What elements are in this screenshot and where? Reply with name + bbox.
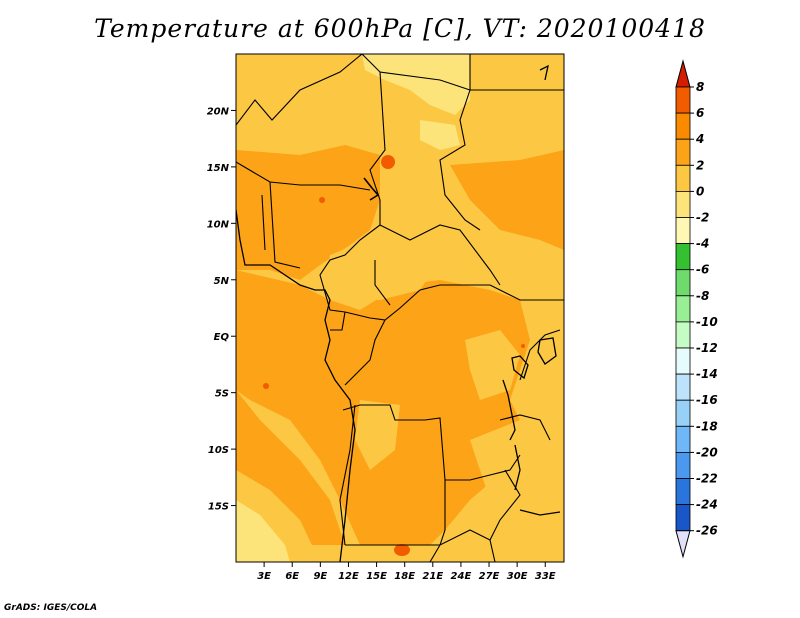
field-hot-spot-east [521,344,525,348]
lat-tick-label: 10S [208,445,229,456]
colorbar-label: -14 [696,367,718,381]
colorbar-label: 2 [696,158,704,172]
lon-tick-label: 24E [451,571,472,582]
lat-tick-label: 5N [214,276,230,287]
colorbar-box [675,190,691,218]
field-region-west-warm [236,145,380,280]
colorbar-label: -8 [696,289,709,303]
colorbar-box [675,86,691,114]
lon-tick-label: 9E [313,571,327,582]
colorbar-label: 0 [696,184,704,198]
latitude-axis: 20N 15N 10N 5N EQ 5S 10S 15S [207,106,236,513]
colorbar-label: -4 [696,237,709,251]
lat-tick-label: 20N [207,106,230,117]
colorbar-label: -18 [696,419,718,433]
colorbar-label: 4 [695,132,704,146]
colorbar-bottom-arrow [675,530,691,559]
field-hot-spot-nigeria [319,197,325,203]
lon-tick-label: 6E [285,571,299,582]
field-region-north-mild [236,54,564,170]
grads-credit: GrADS: IGES/COLA [4,603,98,613]
colorbar-box [675,399,691,427]
colorbar-box [675,164,691,192]
field-region-angola-mild [355,400,400,470]
lat-tick-label: 5S [215,389,229,400]
longitude-axis: 3E 6E 9E 12E 15E 18E 21E 24E 27E 30E 33E [257,562,556,582]
country-borders [236,54,564,562]
field-region-east-warm [450,150,564,250]
colorbar-box [675,478,691,506]
colorbar-box [675,347,691,375]
colorbar-label: -16 [696,393,718,407]
colorbar-top-arrow [675,59,691,88]
colorbar-box [675,269,691,297]
field-region-cool-patch [420,120,460,150]
colorbar-box [675,321,691,349]
colorbar-label: 6 [696,106,704,120]
lon-tick-label: 30E [507,571,528,582]
field-region-sahara-cool [362,54,470,115]
lon-tick-label: 21E [422,571,443,582]
field-region-car-mild [325,235,440,300]
colorbar-label: -22 [696,472,718,486]
lon-tick-label: 33E [535,571,556,582]
colorbar-box [675,373,691,401]
colorbar-label: -26 [696,524,718,538]
lon-tick-label: 27E [479,571,500,582]
colorbar-box [675,243,691,271]
lat-tick-label: 15N [207,163,230,174]
map-frame [235,53,565,563]
lat-tick-label: 10N [207,219,230,230]
field-region-southeast-mild [470,420,564,525]
field-hot-spot-atlantic [263,383,269,389]
colorbar-label: -6 [696,263,709,277]
lon-tick-label: 15E [366,571,387,582]
field-hot-spot-chad [381,155,395,169]
colorbar-label: -10 [696,315,718,329]
field-region-southwest-cool [236,500,290,562]
colorbar-box [675,504,691,532]
colorbar-box [675,295,691,323]
colorbar-box [675,112,691,140]
field-hot-spot-south [394,544,410,556]
lon-tick-label: 3E [257,571,271,582]
temperature-field [236,54,564,562]
chart-title: Temperature at 600hPa [C], VT: 202010041… [94,14,706,43]
lat-tick-label: 15S [208,502,229,513]
colorbar-box [675,425,691,453]
field-region-greatlakes-mild [465,330,520,400]
colorbar-label: -12 [696,341,718,355]
colorbar-label: -20 [696,445,718,459]
colorbar-label: -24 [696,498,718,512]
colorbar-box [675,217,691,245]
colorbar-label: 8 [696,80,704,94]
coastlines [236,64,561,562]
lon-tick-label: 12E [338,571,359,582]
colorbar-legend: 8 6 4 2 0 -2 -4 -6 -8 -10 -12 -14 -16 -18 -20 -22 -24 -26 [675,59,718,559]
colorbar-box [675,138,691,166]
lat-tick-label: EQ [214,332,230,343]
lon-tick-label: 18E [394,571,415,582]
colorbar-label: -2 [696,211,709,225]
colorbar-box [675,451,691,479]
